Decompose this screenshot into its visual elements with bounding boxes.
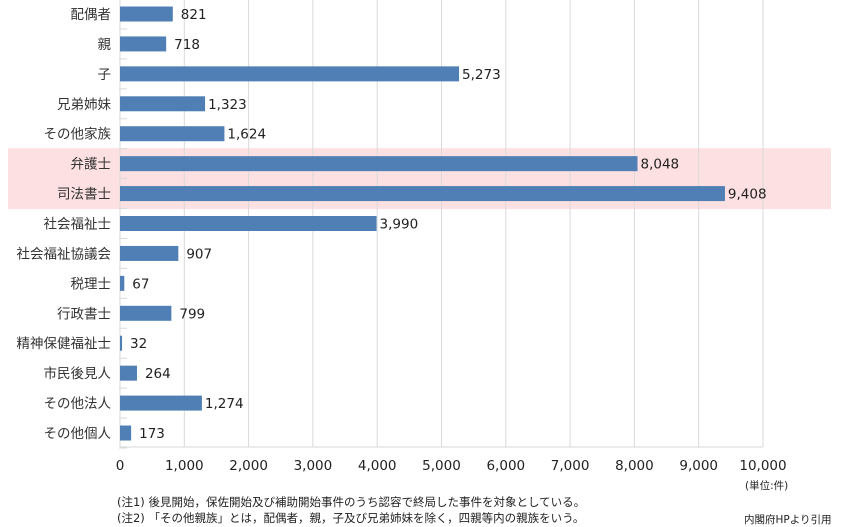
x-tick-label: 3,000 [294,458,333,474]
x-tick-label: 7,000 [551,458,590,474]
value-label: 173 [139,426,165,442]
source-citation: 内閣府HPより引用 [744,514,832,526]
x-tick-label: 0 [116,458,125,474]
category-label: 行政書士 [57,306,111,322]
value-label: 907 [186,246,212,262]
category-label: 司法書士 [57,187,111,203]
note-2: (注2) 「その他親族」とは，配偶者，親，子及び兄弟姉妹を除く，四親等内の親族を… [117,511,585,525]
x-tick-label: 8,000 [615,458,654,474]
value-label: 9,408 [728,187,767,203]
value-label: 3,990 [380,217,419,233]
note-1: (注1) 後見開始，保佐開始及び補助開始事件のうち認容で終局した事件を対象として… [117,495,586,509]
category-label: 税理士 [71,276,112,292]
bar [120,275,125,291]
bar [120,96,206,112]
bar [120,395,202,411]
category-label: その他法人 [44,396,112,412]
category-label: その他個人 [44,426,112,442]
category-label: 弁護士 [71,157,112,173]
bar [120,156,638,172]
bar [120,216,377,232]
category-label: 市民後見人 [44,365,112,382]
x-tick-label: 2,000 [229,458,268,474]
value-label: 5,273 [462,67,501,83]
bar [120,36,167,52]
category-label: 配偶者 [71,7,112,23]
value-label: 821 [181,7,207,23]
bar [120,126,225,142]
x-tick-label: 6,000 [486,458,525,474]
bar [120,365,137,381]
x-tick-label: 5,000 [422,458,461,474]
value-label: 67 [132,276,149,292]
category-label: 子 [98,67,112,83]
bar [120,305,172,321]
category-label: 親 [98,37,112,53]
bar-layer [120,6,725,441]
bar [120,245,179,261]
value-label: 718 [174,37,200,53]
category-label: 社会福祉士 [44,217,112,233]
category-label: 精神保健福祉士 [17,336,112,352]
x-tick-label: 1,000 [165,458,204,474]
value-label: 1,274 [205,396,244,412]
x-tick-label: 9,000 [679,458,718,474]
x-tick-label: 4,000 [358,458,397,474]
unit-label: (単位:件) [745,480,789,492]
bar [120,66,460,82]
category-label: 兄弟姉妹 [57,97,111,113]
bar [120,6,173,22]
value-label: 799 [179,306,205,322]
value-label: 1,323 [208,97,247,113]
value-label: 8,048 [640,157,679,173]
category-label: 社会福祉協議会 [17,245,112,262]
value-label: 1,624 [227,127,266,143]
bar [120,335,123,351]
bar [120,186,725,202]
bar-chart: 0 1,000 2,000 3,000 4,000 5,000 6,000 7,000 8,00… [8,0,831,474]
label-layer: 0 1,000 2,000 3,000 4,000 5,000 6,000 7,000 8,00… [17,7,787,474]
value-label: 32 [130,336,147,352]
category-label: その他家族 [44,126,112,143]
bar [120,425,132,441]
value-label: 264 [145,366,171,382]
x-tick-label: 10,000 [739,458,786,474]
